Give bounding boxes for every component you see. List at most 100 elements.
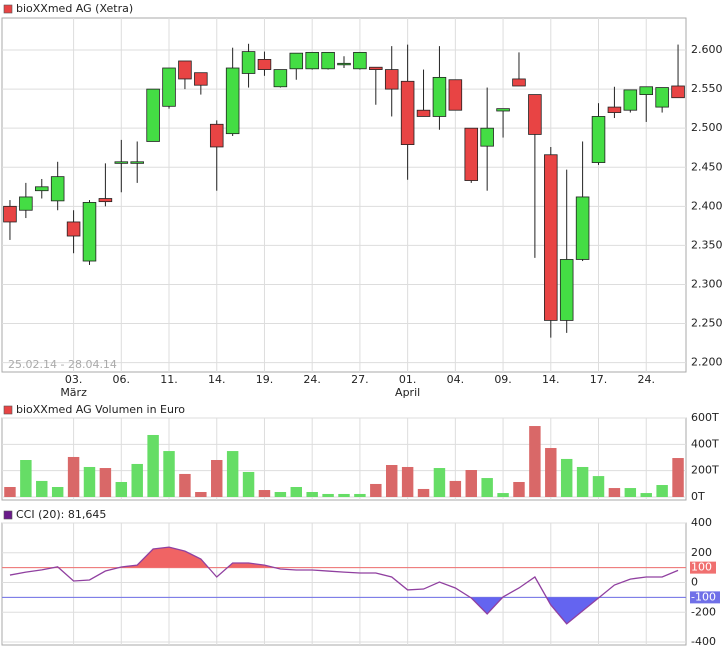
y-tick-label: 0 [691, 576, 698, 589]
y-tick-label: 2.550 [691, 82, 723, 95]
volume-bar [672, 458, 684, 497]
y-tick-label: -100 [691, 590, 716, 603]
volume-bar [20, 460, 32, 497]
candle-body [305, 51, 319, 70]
candle-body [209, 123, 224, 148]
volume-bar [290, 486, 303, 497]
volume-bar [576, 466, 589, 497]
volume-bar [226, 451, 239, 497]
volume-bar [115, 481, 128, 497]
volume-bar [67, 456, 80, 497]
volume-bar [481, 478, 493, 497]
volume-bar [36, 480, 48, 497]
volume-bar [385, 465, 398, 497]
volume-bar [449, 480, 462, 497]
volume-bar [99, 468, 112, 497]
x-tick-label: 17. [590, 373, 608, 386]
x-tick-label: 04. [447, 373, 465, 386]
x-tick-label: 11. [160, 373, 178, 386]
candle-body [162, 67, 176, 107]
candle-body [591, 116, 606, 163]
y-tick-label: 2.300 [691, 277, 723, 290]
candle-body [289, 52, 304, 70]
volume-bar [322, 493, 334, 497]
legend-label: bioXXmed AG (Xetra) [16, 2, 133, 15]
x-tick-label: 24. [303, 373, 321, 386]
candle-body [321, 51, 335, 70]
y-tick-label: -200 [691, 605, 716, 618]
volume-bar [513, 481, 525, 497]
candle-body [639, 86, 653, 95]
y-tick-label: 2.450 [691, 160, 723, 173]
y-tick-label: 2.500 [691, 121, 723, 134]
volume-bar [83, 466, 96, 497]
candle-body [130, 161, 144, 164]
cci-line [9, 546, 679, 625]
volume-bar [465, 470, 477, 497]
volume-bar [370, 483, 382, 497]
candle-body [575, 196, 590, 260]
tick-label-bg [690, 561, 716, 574]
y-tick-label: -400 [691, 635, 716, 648]
candle-body [464, 127, 479, 181]
volume-bar [497, 493, 509, 497]
volume-bar [131, 463, 143, 497]
candle-body [273, 69, 288, 88]
candle-body [416, 109, 431, 117]
candle-body [559, 259, 574, 321]
candle-body [353, 51, 367, 70]
legend-swatch [3, 405, 13, 415]
volume-bar [4, 486, 16, 497]
x-tick-label: 24. [637, 373, 655, 386]
date-range: 25.02.14 - 28.04.14 [8, 358, 117, 371]
candle-body [35, 186, 49, 192]
y-tick-label: 2.350 [691, 238, 723, 251]
legend-swatch [3, 510, 13, 520]
volume-bar [338, 493, 350, 497]
y-tick-label: 400T [691, 437, 719, 450]
x-tick-label: 14. [208, 373, 226, 386]
candle-body [337, 62, 351, 66]
y-tick-label: 400 [691, 516, 712, 529]
candle-body [369, 66, 383, 70]
legend-swatch [3, 4, 13, 14]
y-tick-label: 2.400 [691, 199, 723, 212]
legend-label: bioXXmed AG Volumen in Euro [16, 403, 185, 416]
cci-upper-area [9, 547, 679, 568]
candle-body [241, 51, 256, 74]
volume-bar [560, 458, 573, 497]
candle-body [623, 89, 638, 111]
candle-body [432, 76, 447, 117]
x-tick-label: 19. [256, 373, 274, 386]
candle-body [82, 202, 97, 262]
x-tick-label: 27. [351, 373, 369, 386]
volume-bar [242, 471, 255, 497]
x-tick-label: 14. [542, 373, 560, 386]
candle-body [19, 196, 33, 211]
volume-bar [624, 488, 637, 497]
tick-label-bg [690, 591, 720, 604]
candle-body [194, 72, 208, 86]
volume-bar [401, 466, 414, 497]
candle-body [178, 60, 192, 80]
y-tick-label: 2.200 [691, 356, 723, 369]
y-tick-label: 600T [691, 411, 719, 424]
volume-bar [656, 485, 668, 497]
y-tick-label: 200T [691, 464, 719, 477]
candle-body [512, 78, 526, 87]
candle-body [114, 161, 129, 164]
volume-bar [640, 493, 652, 497]
y-tick-label: 200 [691, 546, 712, 559]
candle-body [448, 79, 463, 111]
x-tick-label: 01. [399, 373, 417, 386]
y-tick-label: 0T [691, 490, 705, 503]
volume-bar [306, 491, 318, 497]
y-tick-label: 2.600 [691, 43, 723, 56]
candle-body [146, 88, 160, 142]
candle-body [544, 154, 558, 321]
volume-bar [608, 488, 621, 497]
volume-bar [211, 460, 223, 497]
legend-label: CCI (20): 81,645 [16, 508, 106, 521]
y-tick-label: 100 [691, 561, 712, 574]
